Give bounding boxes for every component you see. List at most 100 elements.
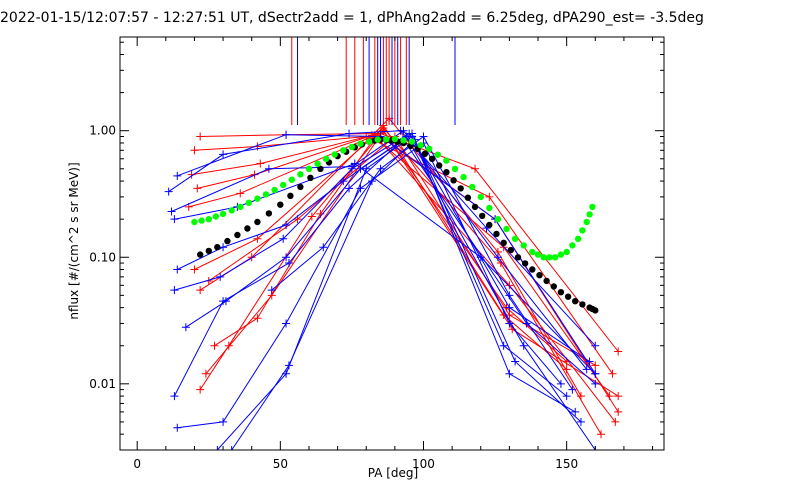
curve-point-green xyxy=(569,242,576,249)
plus-marker-blue xyxy=(221,297,230,306)
series-line-blue xyxy=(168,130,596,347)
plus-marker-blue xyxy=(219,417,228,426)
plus-marker-blue xyxy=(505,369,514,378)
curve-point-green xyxy=(546,254,553,261)
curve-point-green xyxy=(340,147,347,154)
plus-marker-blue xyxy=(170,286,179,295)
plus-marker-blue xyxy=(216,272,225,281)
plus-marker-red xyxy=(307,212,316,221)
curve-point-black xyxy=(529,266,536,273)
x-tick-label: 150 xyxy=(555,457,578,471)
curve-point-black xyxy=(307,174,314,181)
plus-marker-blue xyxy=(556,379,565,388)
plus-marker-blue xyxy=(284,259,293,268)
plus-marker-red xyxy=(190,265,199,274)
plus-marker-blue xyxy=(511,357,520,366)
plus-marker-blue xyxy=(173,171,182,180)
plus-marker-blue xyxy=(345,129,354,138)
curve-point-green xyxy=(288,176,295,183)
curve-point-black xyxy=(579,301,586,308)
curve-point-green xyxy=(331,151,338,158)
curve-point-green xyxy=(434,151,441,158)
curve-point-black xyxy=(536,272,543,279)
curve-point-green xyxy=(271,186,278,194)
curve-point-black xyxy=(265,210,273,217)
curve-point-green xyxy=(583,218,590,226)
curve-point-green xyxy=(540,254,547,261)
curve-point-green xyxy=(563,248,570,256)
plus-marker-blue xyxy=(267,286,276,295)
plus-marker-blue xyxy=(282,130,291,139)
curve-point-green xyxy=(365,138,373,145)
plus-marker-blue xyxy=(347,164,356,173)
plus-marker-blue xyxy=(279,234,288,243)
plus-marker-red xyxy=(253,234,262,243)
plus-marker-blue xyxy=(339,177,348,186)
plus-marker-red xyxy=(196,286,205,295)
curve-point-green xyxy=(552,254,559,261)
curve-point-green xyxy=(205,216,212,223)
plus-marker-red xyxy=(253,314,262,323)
plus-marker-blue xyxy=(568,385,577,394)
curve-point-green xyxy=(348,143,356,151)
curve-point-green xyxy=(417,142,424,149)
curve-point-green xyxy=(579,227,586,234)
plus-marker-red xyxy=(562,365,571,374)
curve-point-black xyxy=(471,203,479,211)
plus-marker-red xyxy=(505,281,514,290)
x-tick-label: 0 xyxy=(133,457,141,471)
plus-marker-blue xyxy=(264,164,273,173)
plus-marker-red xyxy=(196,132,205,141)
curve-point-black xyxy=(543,277,550,285)
plus-marker-red xyxy=(597,430,606,439)
plus-marker-blue xyxy=(173,423,182,432)
curve-point-black xyxy=(287,192,294,199)
plus-marker-blue xyxy=(493,253,502,262)
plus-marker-blue xyxy=(591,369,600,378)
plus-marker-red xyxy=(591,361,600,370)
curve-point-green xyxy=(237,203,244,211)
curve-point-black xyxy=(507,246,514,254)
curve-point-green xyxy=(198,217,205,224)
x-tick-label: 50 xyxy=(273,457,288,471)
curve-point-black xyxy=(436,162,443,169)
plus-marker-red xyxy=(190,146,199,155)
plus-marker-blue xyxy=(164,187,173,196)
plus-marker-red xyxy=(614,347,623,356)
y-tick-label: 1.00 xyxy=(89,124,116,138)
plus-marker-red xyxy=(471,164,480,173)
curve-point-black xyxy=(493,230,500,238)
curve-point-green xyxy=(469,183,476,191)
curve-point-black xyxy=(205,247,212,255)
plus-marker-red xyxy=(614,392,623,401)
plus-marker-red xyxy=(379,126,388,135)
curve-point-green xyxy=(400,137,407,144)
curve-point-green xyxy=(305,165,313,172)
plus-marker-blue xyxy=(499,341,508,350)
plus-marker-blue xyxy=(282,220,291,229)
curve-point-black xyxy=(421,150,429,157)
curve-point-black xyxy=(514,254,522,261)
curve-point-black xyxy=(592,307,599,314)
plot-area: 0 50 100 150 1.00 0.10 0.01 xyxy=(89,36,665,471)
curve-point-green xyxy=(228,207,235,214)
plus-marker-blue xyxy=(576,417,585,426)
curve-point-black xyxy=(564,293,572,300)
curve-point-green xyxy=(451,165,459,173)
curve-point-black xyxy=(572,298,579,305)
curve-point-black xyxy=(443,169,450,176)
plus-marker-blue xyxy=(571,407,580,416)
curve-point-green xyxy=(529,248,536,256)
curve-point-green xyxy=(357,140,364,147)
curve-point-green xyxy=(280,181,287,189)
plus-marker-blue xyxy=(582,365,591,374)
plus-marker-blue xyxy=(227,446,236,450)
curve-point-green xyxy=(534,251,542,258)
y-axis-label: nflux [#/(cm^2 s sr MeV)] xyxy=(67,162,81,319)
plus-marker-blue xyxy=(170,215,179,224)
plus-marker-red xyxy=(611,417,620,426)
curve-point-black xyxy=(486,221,493,229)
series-line-blue xyxy=(271,135,573,390)
plus-marker-blue xyxy=(345,184,354,193)
